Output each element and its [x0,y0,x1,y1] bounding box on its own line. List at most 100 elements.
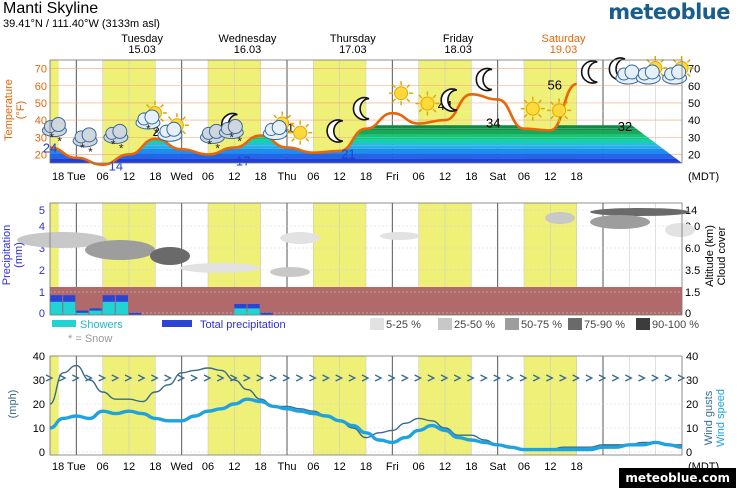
sun-ray [287,114,292,119]
wind-left-tick: 40 [33,351,45,363]
cloud-shape [227,119,243,135]
x-tick-label: 06 [307,461,319,473]
cloud-shape [50,117,66,133]
moon-icon [580,60,598,84]
wind-direction-arrow [585,374,594,382]
x-tick-label: Fri [386,461,399,473]
temperature-value-label: 17 [236,154,250,169]
temp-band [50,144,682,149]
sun-icon [547,98,572,123]
legend-label-snow: * = Snow [68,333,112,345]
x-tick-label: 12 [228,461,240,473]
legend-label-cloud: 50-75 % [521,319,562,331]
sun-ray [418,108,423,113]
sun-icon [415,91,440,116]
day-name-2: Thursday [330,33,376,45]
footer-brand[interactable]: meteoblue.com [619,468,736,488]
wind-right-tick: 30 [686,375,698,387]
showers-bar [115,301,128,315]
wind-direction-arrow [203,374,212,382]
sun-icon [520,96,545,121]
wind-direction-arrow [124,374,133,382]
cloud-snow-icon: * * [103,123,129,155]
cloud-axis-label-line: Cloud cover [716,226,728,285]
x-tick-label: 12 [439,461,451,473]
panel-frame [49,202,683,316]
wind-direction-arrow [638,374,646,382]
legend-label-cloud: 5-25 % [386,319,421,331]
sun-ray [273,114,278,119]
temperature-axis-label-line: (°F) [15,101,27,119]
precipitation-bar [129,312,142,315]
wind-direction-arrow [322,374,330,382]
x-tick-label: 06 [413,461,425,473]
wind-direction-arrow [98,374,107,382]
sun-disc [394,86,409,101]
temperature-value-label: 32 [618,119,632,134]
sun-ray [167,116,172,121]
sun-icon [520,96,545,121]
precipitation-axis-label-line: (mm) [13,242,25,268]
cloud-cover-patch [545,212,575,224]
wind-direction-arrow [532,374,541,382]
temp-left-tick: 40 [35,115,47,127]
x-tick-label: 18 [149,171,161,183]
day-date-3: 18.03 [444,44,472,56]
sun-ray [291,123,296,128]
x-tick-label: 18 [255,171,267,183]
x-tick-label: Wed [170,461,192,473]
temp-right-tick: 40 [688,115,700,127]
wind-direction-arrow [137,374,146,382]
wind-right-tick: 20 [686,399,698,411]
meteoblue-logo[interactable]: meteoblue [608,0,730,24]
moon-icon [326,119,343,143]
temperature-value-label: 34 [486,115,500,130]
sun-ray [686,73,691,78]
wind-right-axis-label-line: Wind speed [715,389,727,447]
wind-direction-arrow [45,374,54,382]
wind-gusts-line [49,364,682,451]
moon-cloud-icon [608,57,641,85]
wind-direction-arrow [58,374,67,382]
showers-bar [63,301,76,315]
cloud-icon [615,64,641,85]
x-tick-label: 06 [97,461,109,473]
wind-direction-arrow [611,374,620,382]
moon-icon [475,67,493,92]
snowflake: * [49,131,54,145]
panel-frame [49,355,683,456]
sun-ray [291,137,296,142]
x-tick-label: 12 [334,461,346,473]
x-tick-label: 18 [571,461,583,473]
partly-cloudy-icon [157,113,189,142]
wind-direction-arrow [151,374,159,382]
sun-ray [564,101,569,106]
legend-label-cloud: 75-90 % [584,319,625,331]
wind-direction-arrow [374,374,383,382]
wind-direction-arrow [625,374,633,382]
precip-right-tick: 6.0 [685,243,700,255]
x-tick-label: Sat [489,171,506,183]
precipitation-band [50,287,682,315]
sun-ray [537,99,542,104]
sun-ray [432,108,437,113]
sun-ray [392,84,396,89]
legend-label-total: Total precipitation [200,319,286,331]
wind-direction-arrow [256,374,265,382]
wind-direction-arrow [282,374,291,382]
cloud-icon [635,64,661,85]
moon-cloud-snow-icon: * * [218,112,244,149]
day-date-0: 15.03 [128,44,156,56]
temperature-axis-label-line: Temperature [3,79,15,141]
snowflake: * [119,141,124,155]
cloud-shape [166,121,182,137]
sun-icon [415,91,440,116]
sun-ray [305,123,310,128]
legend-swatch-total [162,320,192,327]
sun-disc [293,125,308,140]
sun-ray [550,101,554,106]
sun-icon [547,98,572,123]
x-tick-label: Thu [278,171,297,183]
legend-swatch-cloud [438,318,452,330]
x-tick-label: 12 [544,171,556,183]
